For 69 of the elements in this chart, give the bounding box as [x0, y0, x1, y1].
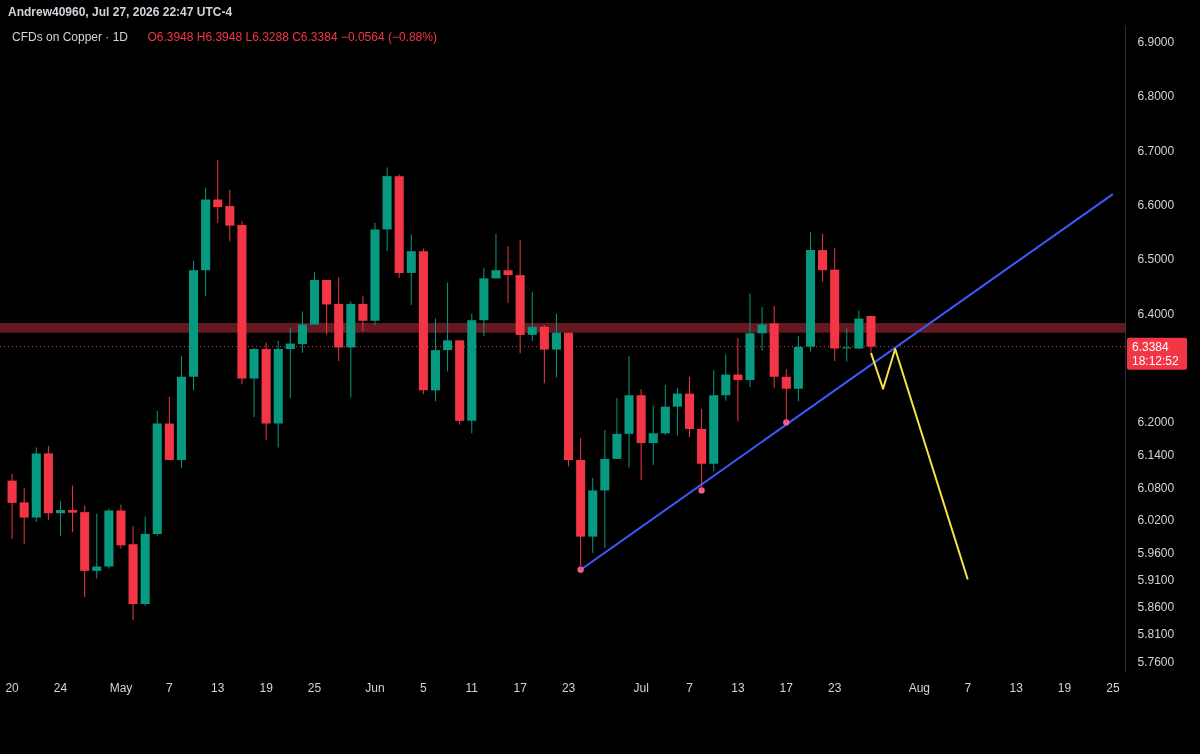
candlestick	[358, 295, 368, 332]
candlestick	[213, 159, 223, 224]
candlestick	[551, 313, 561, 378]
x-tick-label: 7	[166, 680, 174, 695]
y-tick-label: 6.8000	[1137, 89, 1175, 104]
x-tick-label: 19	[1057, 680, 1072, 695]
x-tick-label: 13	[731, 680, 745, 695]
x-tick-label: 5	[420, 680, 428, 695]
point	[783, 419, 790, 426]
y-tick-label: 5.9100	[1137, 573, 1175, 588]
candlestick	[503, 245, 513, 304]
ref-line-label: 6.3384	[1132, 339, 1170, 354]
y-tick-label: 6.7000	[1137, 143, 1175, 158]
x-tick-label: 25	[307, 680, 322, 695]
y-tick-label: 6.2000	[1137, 415, 1175, 430]
y-tick-label: 5.9600	[1137, 545, 1175, 560]
x-tick-label: 13	[211, 680, 225, 695]
candlestick	[443, 282, 453, 372]
y-tick-label: 6.9000	[1137, 34, 1175, 49]
x-tick-label: Jun	[365, 680, 385, 695]
candlestick	[92, 513, 102, 579]
x-tick-label: 23	[828, 680, 842, 695]
text: 18:12:52	[1132, 353, 1180, 368]
x-tick-label: 20	[5, 680, 20, 695]
candlestick	[539, 324, 549, 384]
y-tick-label: 6.0800	[1137, 480, 1175, 495]
candlestick	[721, 353, 731, 402]
candlestick	[68, 485, 78, 533]
x-tick-label: 23	[561, 680, 576, 695]
x-tick-label: Aug	[908, 680, 931, 695]
y-tick-label: 6.0200	[1137, 513, 1175, 528]
y-tick-label: 6.5000	[1137, 252, 1175, 267]
x-tick-label: 25	[1106, 680, 1120, 695]
candlestick	[648, 405, 658, 466]
y-tick-label: 5.8600	[1137, 600, 1175, 615]
candlestick	[491, 233, 501, 279]
y-tick-label: 5.7600	[1137, 654, 1175, 669]
y-tick-label: 5.8100	[1137, 627, 1175, 642]
x-tick-label: 17	[779, 680, 794, 695]
candlestick	[757, 306, 767, 352]
x-tick-label: 24	[53, 680, 68, 695]
x-tick-label: May	[109, 680, 133, 695]
x-tick-label: 7	[686, 680, 694, 695]
line-series	[869, 348, 969, 581]
candlestick	[781, 368, 791, 423]
y-tick-label: 6.1400	[1137, 448, 1175, 463]
x-tick-label: 19	[259, 680, 274, 695]
candlestick	[297, 311, 307, 354]
y-tick-label: 6.6000	[1137, 197, 1175, 212]
candlestick	[55, 500, 66, 537]
candlestick	[285, 327, 295, 399]
candlestick	[19, 487, 29, 545]
x-tick-label: 17	[513, 680, 528, 695]
text: Andrew40960, Jul 27, 2026 22:47 UTC-4	[8, 5, 233, 19]
candlestick	[672, 387, 682, 436]
y-tick-label: 6.4000	[1137, 306, 1175, 321]
candlestick	[225, 189, 235, 242]
x-tick-label: 11	[465, 680, 479, 695]
candlestick	[842, 327, 852, 363]
chart-subtitle: O6.3948 H6.3948 L6.3288 C6.3384 −0.0564 (−0.88%)	[147, 30, 437, 44]
candlestick	[818, 233, 828, 283]
x-tick-label: Jul	[633, 680, 649, 695]
point	[698, 487, 705, 494]
x-tick-label: 7	[964, 680, 972, 695]
candlestick	[406, 233, 416, 306]
candlestick	[527, 291, 537, 342]
chart-title: CFDs on Copper · 1D	[12, 30, 129, 44]
x-tick-label: 13	[1009, 680, 1024, 695]
candlestick	[7, 473, 17, 540]
